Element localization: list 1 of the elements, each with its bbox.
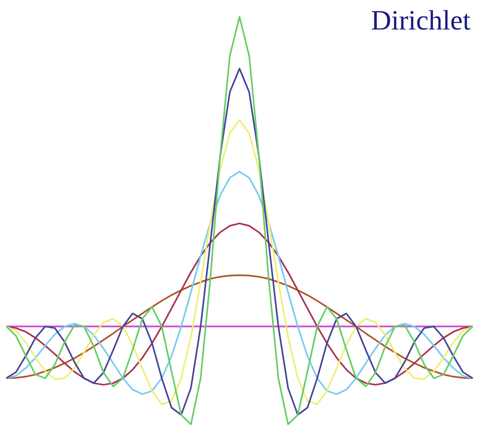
chart-title: Dirichlet bbox=[370, 6, 471, 36]
